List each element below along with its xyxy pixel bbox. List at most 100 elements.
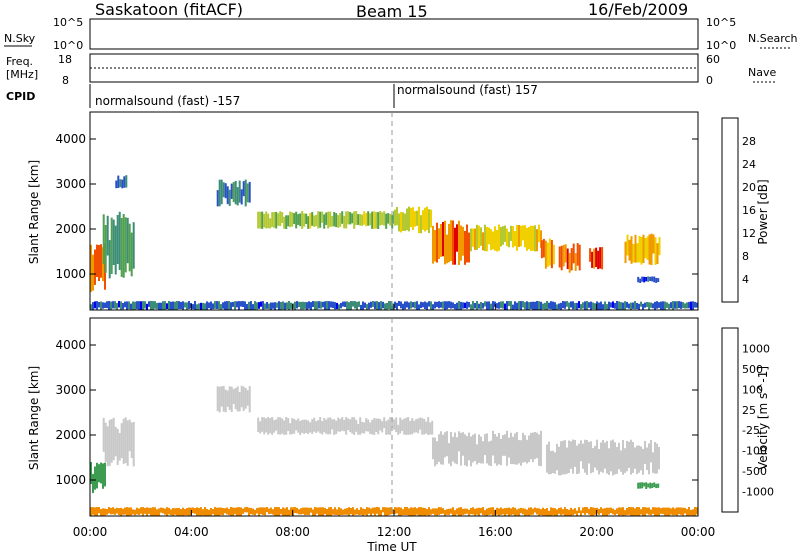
echo-cell [330, 301, 332, 308]
echo-cell [276, 507, 278, 516]
echo-cell [331, 419, 334, 430]
echo-cell [454, 432, 456, 464]
echo-cell [112, 301, 114, 309]
echo-cell [182, 301, 184, 310]
echo-cell [512, 507, 514, 515]
echo-cell [534, 432, 536, 460]
echo-cell [564, 507, 566, 516]
velocity-colorbar-tick-label: -100 [742, 445, 767, 458]
echo-cell [228, 508, 230, 516]
echo-cell [279, 417, 282, 435]
echo-cell [427, 417, 430, 435]
echo-cell [666, 507, 668, 516]
echo-cell [643, 276, 646, 283]
echo-cell [136, 301, 138, 310]
echo-cell [432, 508, 434, 514]
echo-cell [506, 430, 508, 466]
echo-cell [530, 432, 532, 460]
echo-cell [434, 437, 436, 467]
echo-cell [574, 508, 576, 514]
echo-cell [662, 301, 664, 310]
echo-cell [626, 440, 628, 472]
echo-cell [357, 423, 360, 435]
echo-cell [554, 508, 556, 516]
echo-cell [546, 508, 548, 516]
echo-cell [200, 507, 202, 516]
echo-cell [114, 508, 116, 515]
echo-cell [666, 302, 668, 308]
echo-cell [672, 507, 674, 516]
echo-cell [630, 507, 632, 516]
echo-cell [362, 301, 364, 310]
echo-cell [680, 507, 682, 515]
echo-cell [648, 234, 651, 265]
echo-cell [154, 301, 156, 309]
echo-cell [204, 303, 206, 310]
echo-cell [377, 418, 380, 435]
echo-cell [486, 227, 488, 252]
echo-cell [300, 301, 302, 310]
echo-cell [170, 509, 172, 516]
echo-cell [92, 507, 94, 515]
velocity-colorbar-frame [721, 327, 739, 513]
echo-cell [318, 507, 320, 516]
echo-cell [592, 507, 594, 516]
echo-cell [164, 301, 166, 310]
echo-cell [466, 224, 468, 263]
echo-cell [486, 301, 488, 310]
echo-cell [184, 509, 186, 516]
echo-band [115, 175, 128, 189]
echo-cell [526, 301, 528, 310]
echo-cell [384, 507, 386, 516]
echo-cell [586, 440, 588, 475]
echo-cell [624, 301, 626, 310]
echo-cell [562, 440, 564, 475]
echo-cell [488, 441, 490, 466]
echo-cell [122, 214, 125, 278]
echo-cell [500, 301, 502, 309]
echo-cell [452, 507, 454, 516]
echo-cell [552, 244, 555, 265]
echo-cell [588, 508, 590, 515]
echo-cell [518, 225, 520, 247]
echo-cell [342, 301, 344, 307]
echo-cell [637, 482, 640, 489]
echo-cell [642, 448, 644, 475]
echo-cell [468, 302, 470, 308]
echo-cell [321, 211, 324, 223]
echo-cell [104, 462, 106, 487]
nsky-tick-top: 10^5 [53, 16, 83, 29]
echo-cell [360, 304, 362, 310]
echo-cell [482, 441, 484, 464]
echo-cell [644, 238, 647, 259]
echo-cell [490, 229, 492, 251]
echo-cell [518, 301, 520, 310]
echo-cell [423, 419, 426, 435]
echo-cell [308, 301, 310, 309]
echo-cell [480, 436, 482, 464]
echo-cell [278, 301, 280, 310]
echo-cell [610, 507, 612, 514]
echo-cell [498, 508, 500, 516]
echo-cell [534, 301, 536, 310]
echo-cell [578, 443, 580, 474]
echo-cell [582, 302, 584, 309]
echo-cell [338, 304, 340, 310]
echo-cell [166, 507, 168, 516]
echo-cell [622, 302, 624, 310]
echo-cell [540, 240, 543, 259]
echo-cell [656, 301, 658, 309]
echo-cell [410, 301, 412, 309]
echo-cell [206, 301, 208, 310]
echo-cell [638, 445, 640, 473]
echo-cell [218, 507, 220, 516]
echo-cell [450, 301, 452, 309]
echo-cell [180, 301, 182, 309]
echo-cell [130, 303, 132, 310]
echo-cell [540, 509, 542, 515]
echo-cell [261, 417, 264, 432]
echo-cell [402, 212, 404, 231]
echo-cell [500, 507, 502, 515]
echo-cell [548, 238, 551, 266]
echo-cell [363, 422, 366, 434]
